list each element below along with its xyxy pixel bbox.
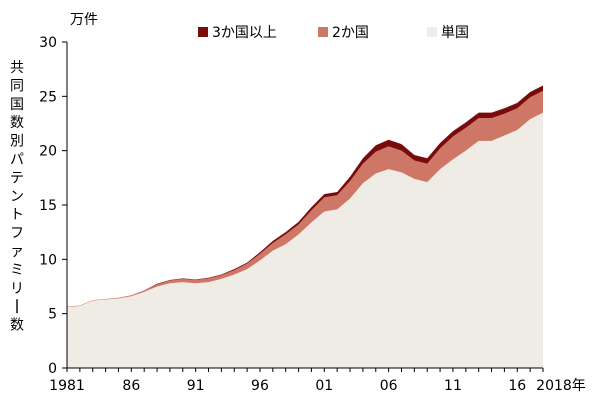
- legend-swatch: [427, 27, 437, 37]
- y-ticks: 0 5 10 15 20 25 30: [39, 35, 67, 377]
- y-label-char: テ: [10, 170, 24, 186]
- y-label-char: 別: [10, 134, 24, 150]
- legend-label: 単国: [441, 25, 469, 41]
- y-label-char: 数: [10, 318, 24, 334]
- x-tick-label: 96: [251, 378, 269, 394]
- legend: 3か国以上 2か国 単国: [198, 25, 469, 41]
- axes: 0 5 10 15 20 25 30 1981 86 91 96 01 06 11 16 2018年: [39, 35, 586, 394]
- legend-label: 3か国以上: [212, 25, 277, 41]
- y-tick-label: 30: [39, 35, 57, 51]
- y-tick-label: 5: [48, 307, 57, 323]
- y-tick-label: 0: [48, 361, 57, 377]
- x-tick-label: 91: [187, 378, 205, 394]
- x-tick-label: 2018年: [536, 378, 586, 394]
- y-label-char: ァ: [10, 244, 24, 260]
- x-ticks: 1981 86 91 96 01 06 11 16 2018年: [49, 368, 586, 394]
- x-tick-label: 16: [508, 378, 526, 394]
- y-label-char: 同: [10, 78, 24, 94]
- y-unit-label: 万件: [70, 12, 98, 28]
- x-tick-label: 86: [122, 378, 140, 394]
- legend-swatch: [198, 27, 208, 37]
- y-label-char: 数: [10, 115, 24, 131]
- y-tick-label: 20: [39, 144, 57, 160]
- x-tick-label: 06: [380, 378, 398, 394]
- legend-swatch: [318, 27, 328, 37]
- area-series-group: [67, 85, 543, 368]
- x-tick-label: 1981: [49, 378, 85, 394]
- y-label-char: ト: [10, 207, 24, 223]
- legend-label: 2か国: [332, 25, 369, 41]
- y-tick-label: 15: [39, 198, 57, 214]
- y-label-char: 国: [10, 97, 24, 113]
- x-tick-label: 01: [315, 378, 333, 394]
- x-tick-label: 11: [444, 378, 462, 394]
- y-label-char: 共: [10, 60, 24, 76]
- y-tick-label: 10: [39, 252, 57, 268]
- area-series-0: [67, 112, 543, 368]
- y-tick-label: 25: [39, 89, 57, 105]
- y-label-char: パ: [10, 152, 24, 168]
- y-label-char: ン: [10, 189, 24, 205]
- y-label-char: ミ: [10, 262, 24, 278]
- y-label-char: フ: [10, 226, 24, 242]
- y-label-char: リ: [10, 281, 24, 297]
